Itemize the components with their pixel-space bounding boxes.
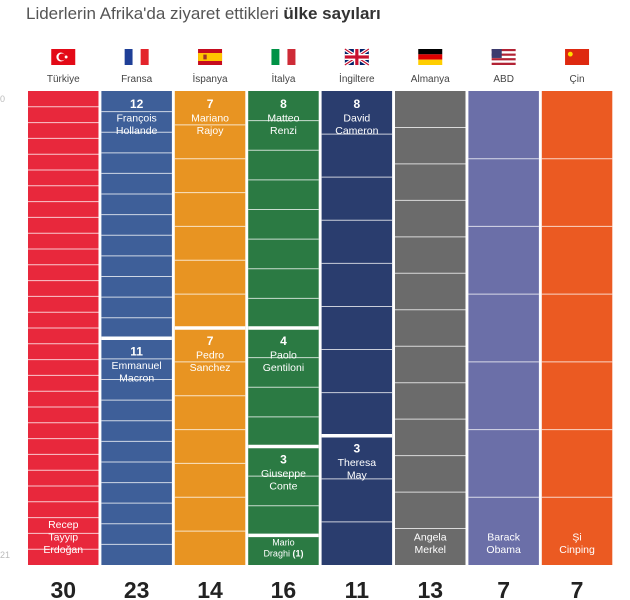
total-value-ispanya: 14	[197, 577, 223, 600]
segment-label-theresa-may: 3 Theresa May	[338, 442, 377, 482]
italy-flag-icon	[271, 49, 296, 65]
edge-label-top: 0	[0, 94, 6, 104]
chart-title-prefix: Liderlerin Afrika'da ziyaret ettikleri	[26, 4, 284, 23]
spain-flag-icon	[198, 49, 223, 65]
country-label-cin: Çin	[570, 74, 585, 85]
total-value-cin: 7	[571, 577, 584, 600]
turkey-flag-icon	[51, 49, 76, 65]
china-flag-icon	[565, 49, 590, 65]
country-label-fransa: Fransa	[121, 74, 153, 85]
edge-label-bottom: 21	[0, 550, 11, 560]
segment-label-matteo-renzi: 8 Matteo Renzi	[267, 97, 299, 137]
segment-label-barack-obama: Barack Obama	[486, 532, 521, 557]
segment-label-david-cameron: 8 David Cameron	[335, 97, 378, 137]
segment-label-mario-draghi: Mario Draghi (1)	[263, 537, 303, 558]
total-value-abd: 7	[497, 577, 510, 600]
segment-label-paolo-gentiloni: 4 Paolo Gentiloni	[263, 334, 304, 374]
country-label-italya: İtalya	[271, 72, 295, 85]
total-value-turkiye: 30	[50, 577, 76, 600]
segment-label-giuseppe-conte: 3 Giuseppe Conte	[261, 453, 306, 493]
segment-label-francois-hollande: 12 François Hollande	[116, 97, 158, 137]
total-value-ingiltere: 11	[345, 577, 370, 600]
chart-title-bold: ülke sayıları	[283, 4, 381, 23]
segment-label-recep-tayyip-erdogan: Recep Tayyip Erdoğan	[43, 519, 83, 556]
segment-label-angela-merkel: Angela Merkel	[414, 532, 447, 557]
country-label-ingiltere: İngiltere	[339, 72, 375, 85]
segment-label-si-cinping: Şi Cinping	[559, 532, 595, 557]
usa-flag-icon	[491, 49, 516, 65]
uk-flag-icon	[343, 47, 370, 67]
total-value-fransa: 23	[124, 577, 150, 600]
bar-ingiltere	[321, 91, 393, 565]
country-label-abd: ABD	[493, 74, 514, 85]
germany-flag-icon	[418, 49, 443, 65]
country-label-almanya: Almanya	[411, 74, 450, 85]
segment-label-emmanuel-macron: 11 Emmanuel Macron	[112, 344, 162, 384]
bar-cin	[541, 91, 613, 565]
france-flag-icon	[124, 49, 149, 65]
bar-fransa	[101, 91, 172, 565]
country-label-turkiye: Türkiye	[47, 74, 80, 85]
total-value-almanya: 13	[417, 577, 443, 600]
bar-almanya	[395, 91, 466, 565]
segment-label-pedro-sanchez: 7 Pedro Sanchez	[190, 334, 231, 374]
country-label-ispanya: İspanya	[193, 72, 228, 85]
total-value-italya: 16	[271, 577, 297, 600]
bar-abd	[468, 91, 539, 565]
chart-title: Liderlerin Afrika'da ziyaret ettikleri ü…	[26, 4, 381, 24]
segment-label-mariano-rajoy: 7 Mariano Rajoy	[191, 97, 229, 137]
